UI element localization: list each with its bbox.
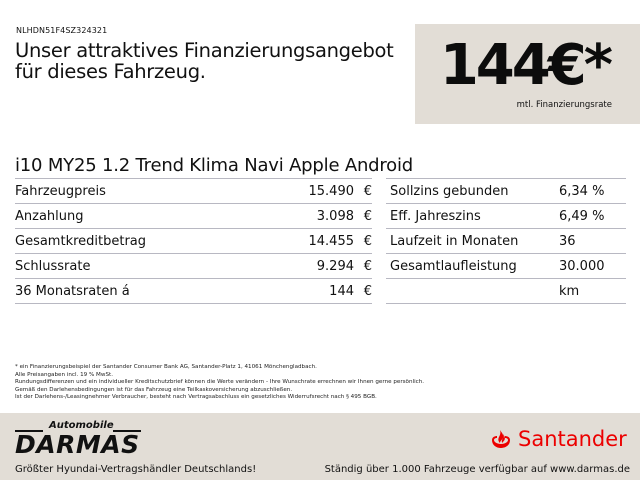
table-row: Gesamtkreditbetrag 14.455 € (15, 229, 372, 254)
model-title: i10 MY25 1.2 Trend Klima Navi Apple Andr… (15, 155, 414, 176)
disclaimer-line: * ein Finanzierungsbeispiel der Santande… (15, 364, 317, 370)
table-row: Schlussrate 9.294 € (15, 254, 372, 279)
row-unit: € (363, 209, 372, 224)
financing-table-right: Sollzins gebunden 6,34 % Eff. Jahreszins… (386, 178, 626, 304)
logo-line-left (15, 430, 43, 432)
row-unit: € (363, 234, 372, 249)
table-row: Sollzins gebunden 6,34 % (386, 179, 626, 204)
santander-wordmark: Santander (518, 427, 627, 451)
disclaimer-line: Rundungsdifferenzen und ein individuelle… (15, 379, 425, 386)
row-label: Eff. Jahreszins (390, 209, 481, 224)
row-label: Laufzeit in Monaten (390, 234, 519, 249)
darmas-logo: Automobile DARMAS (15, 420, 145, 459)
row-label: 36 Monatsraten á (15, 284, 130, 299)
row-value: 6,34 % (559, 184, 605, 199)
row-label: Schlussrate (15, 259, 91, 274)
table-row: Gesamtlaufleistung 30.000 km (386, 254, 626, 299)
dealer-tagline: Größter Hyundai-Vertragshändler Deutschl… (15, 464, 257, 475)
disclaimer-line: Ist der Darlehens-/Leasingnehmer Verbrau… (15, 394, 377, 401)
table-row: 36 Monatsraten á 144 € (15, 279, 372, 304)
row-unit: € (363, 184, 372, 199)
row-value: 9.294 (316, 259, 354, 274)
logo-wordmark: DARMAS (15, 430, 140, 459)
row-unit: € (363, 259, 372, 274)
logo-line-right (113, 430, 141, 432)
availability-note: Ständig über 1.000 Fahrzeuge verfügbar a… (324, 464, 630, 475)
row-label: Gesamtkreditbetrag (15, 234, 147, 249)
row-value: 144 (329, 284, 354, 299)
row-label: Gesamtlaufleistung (390, 259, 517, 274)
logo-subtitle: Automobile (49, 420, 114, 431)
table-row: Fahrzeugpreis 15.490 € (15, 179, 372, 204)
headline: Unser attraktives Finanzierungsangebot f… (15, 39, 394, 83)
santander-flame-icon (492, 430, 510, 448)
price-box: 144€* mtl. Finanzierungsrate (415, 24, 640, 124)
disclaimer-line: Gemäß den Darlehensbedingungen ist für d… (15, 386, 293, 393)
row-value: 36 (559, 234, 576, 249)
row-value: 6,49 % (559, 209, 605, 224)
disclaimer: * ein Finanzierungsbeispiel der Santande… (15, 364, 630, 402)
row-value: 30.000 km (559, 259, 605, 299)
disclaimer-line: Alle Preisangaben incl. 19 % MwSt. (15, 371, 113, 378)
financing-table-left: Fahrzeugpreis 15.490 € Anzahlung 3.098 €… (15, 178, 372, 304)
row-label: Anzahlung (15, 209, 84, 224)
row-unit: € (363, 284, 372, 299)
footer: Automobile DARMAS Santander Größter Hyun… (0, 413, 640, 480)
vehicle-id: NLHDN51F4SZ324321 (16, 26, 108, 35)
row-value: 15.490 (308, 184, 355, 199)
row-label: Fahrzeugpreis (15, 184, 106, 199)
santander-logo: Santander (489, 425, 627, 453)
row-value: 3.098 (316, 209, 354, 224)
row-value: 14.455 (308, 234, 355, 249)
table-row: Laufzeit in Monaten 36 (386, 229, 626, 254)
table-row (386, 279, 626, 304)
table-row: Eff. Jahreszins 6,49 % (386, 204, 626, 229)
monthly-price-label: mtl. Finanzierungsrate (516, 100, 612, 110)
monthly-price: 144€* (439, 33, 613, 98)
table-row: Anzahlung 3.098 € (15, 204, 372, 229)
row-label: Sollzins gebunden (390, 184, 509, 199)
